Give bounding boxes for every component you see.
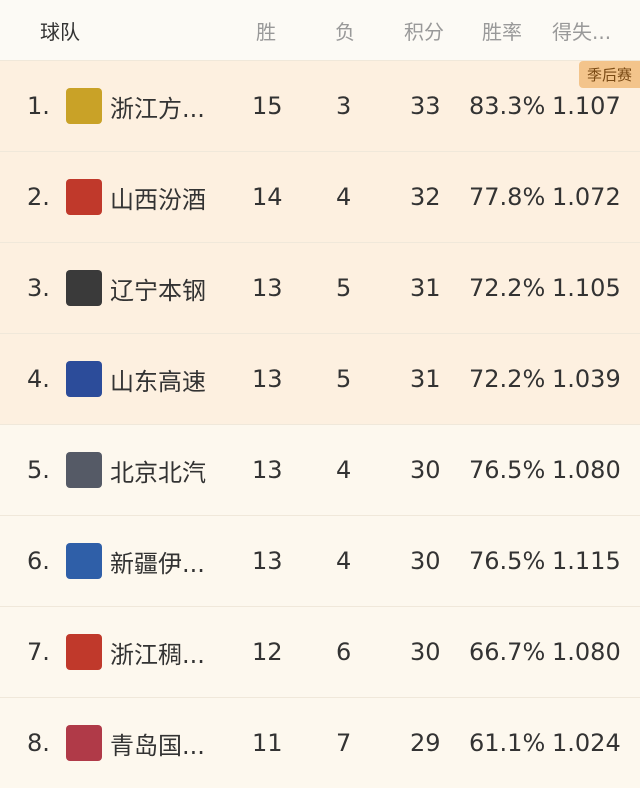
wins: 13 bbox=[252, 274, 283, 302]
win-pct: 72.2% bbox=[469, 274, 546, 302]
team-logo-icon bbox=[66, 543, 102, 579]
team-rank: 3. bbox=[27, 274, 50, 302]
win-pct: 66.7% bbox=[469, 638, 546, 666]
team-rank: 5. bbox=[27, 456, 50, 484]
team-name: 新疆伊... bbox=[110, 549, 205, 578]
wins: 13 bbox=[252, 547, 283, 575]
table-row[interactable]: 7. 浙江稠... 12 6 30 66.7% 1.080 bbox=[0, 606, 640, 697]
team-rank: 4. bbox=[27, 365, 50, 393]
point-diff: 1.039 bbox=[552, 365, 621, 393]
header-win-pct[interactable]: 胜率 bbox=[482, 19, 522, 44]
losses: 4 bbox=[336, 547, 352, 575]
team-rank: 1. bbox=[27, 92, 50, 120]
win-pct: 77.8% bbox=[469, 183, 546, 211]
point-diff: 1.105 bbox=[552, 274, 621, 302]
team-name: 北京北汽 bbox=[110, 458, 206, 487]
wins: 14 bbox=[252, 183, 283, 211]
win-pct: 61.1% bbox=[469, 729, 546, 757]
losses: 4 bbox=[336, 183, 352, 211]
point-diff: 1.115 bbox=[552, 547, 621, 575]
team-name: 山东高速 bbox=[110, 367, 206, 396]
win-pct: 76.5% bbox=[469, 547, 546, 575]
header-wins[interactable]: 胜 bbox=[256, 19, 276, 44]
team-logo-icon bbox=[66, 634, 102, 670]
team-name: 浙江方... bbox=[110, 94, 205, 123]
team-logo-icon bbox=[66, 725, 102, 761]
header-diff[interactable]: 得失... bbox=[552, 19, 612, 44]
win-pct: 72.2% bbox=[469, 365, 546, 393]
wins: 13 bbox=[252, 456, 283, 484]
losses: 5 bbox=[336, 365, 352, 393]
table-row[interactable]: 1. 浙江方... 15 3 33 83.3% 1.107 季后赛 bbox=[0, 60, 640, 151]
win-pct: 83.3% bbox=[469, 92, 546, 120]
team-logo-icon bbox=[66, 361, 102, 397]
points: 30 bbox=[410, 547, 441, 575]
losses: 3 bbox=[336, 92, 352, 120]
points: 31 bbox=[410, 365, 441, 393]
wins: 11 bbox=[252, 729, 283, 757]
header-points[interactable]: 积分 bbox=[404, 19, 444, 44]
points: 32 bbox=[410, 183, 441, 211]
team-name: 辽宁本钢 bbox=[110, 276, 206, 305]
header-team: 球队 bbox=[40, 19, 80, 44]
team-rank: 8. bbox=[27, 729, 50, 757]
win-pct: 76.5% bbox=[469, 456, 546, 484]
wins: 12 bbox=[252, 638, 283, 666]
point-diff: 1.072 bbox=[552, 183, 621, 211]
losses: 4 bbox=[336, 456, 352, 484]
wins: 13 bbox=[252, 365, 283, 393]
points: 33 bbox=[410, 92, 441, 120]
team-rank: 7. bbox=[27, 638, 50, 666]
team-name: 浙江稠... bbox=[110, 640, 205, 669]
losses: 7 bbox=[336, 729, 352, 757]
point-diff: 1.107 bbox=[552, 92, 621, 120]
losses: 6 bbox=[336, 638, 352, 666]
points: 30 bbox=[410, 638, 441, 666]
team-logo-icon bbox=[66, 88, 102, 124]
table-header: 球队 胜 负 积分 胜率 得失... bbox=[0, 0, 640, 60]
team-rank: 6. bbox=[27, 547, 50, 575]
standings-table: 1. 浙江方... 15 3 33 83.3% 1.107 季后赛 2. 山西汾酒 14 4 32 77.… bbox=[0, 60, 640, 788]
table-row[interactable]: 4. 山东高速 13 5 31 72.2% 1.039 bbox=[0, 333, 640, 424]
points: 31 bbox=[410, 274, 441, 302]
point-diff: 1.080 bbox=[552, 456, 621, 484]
points: 30 bbox=[410, 456, 441, 484]
team-rank: 2. bbox=[27, 183, 50, 211]
team-logo-icon bbox=[66, 452, 102, 488]
table-row[interactable]: 6. 新疆伊... 13 4 30 76.5% 1.115 bbox=[0, 515, 640, 606]
team-name: 青岛国... bbox=[110, 731, 205, 760]
team-logo-icon bbox=[66, 179, 102, 215]
header-losses[interactable]: 负 bbox=[335, 19, 355, 44]
team-logo-icon bbox=[66, 270, 102, 306]
table-row[interactable]: 8. 青岛国... 11 7 29 61.1% 1.024 bbox=[0, 697, 640, 788]
playoff-badge: 季后赛 bbox=[578, 61, 640, 88]
point-diff: 1.080 bbox=[552, 638, 621, 666]
table-row[interactable]: 3. 辽宁本钢 13 5 31 72.2% 1.105 bbox=[0, 242, 640, 333]
points: 29 bbox=[410, 729, 441, 757]
table-row[interactable]: 5. 北京北汽 13 4 30 76.5% 1.080 bbox=[0, 424, 640, 515]
losses: 5 bbox=[336, 274, 352, 302]
table-row[interactable]: 2. 山西汾酒 14 4 32 77.8% 1.072 bbox=[0, 151, 640, 242]
wins: 15 bbox=[252, 92, 283, 120]
point-diff: 1.024 bbox=[552, 729, 621, 757]
team-name: 山西汾酒 bbox=[110, 185, 206, 214]
